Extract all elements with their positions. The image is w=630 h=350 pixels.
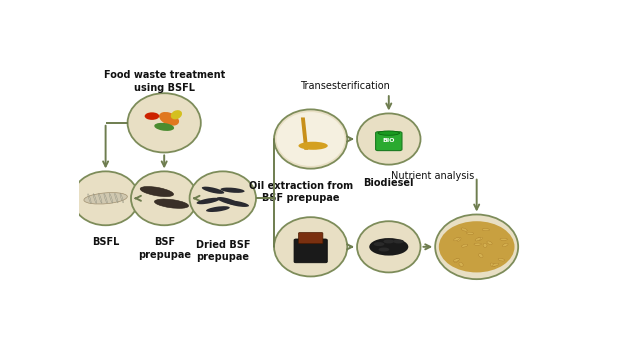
Ellipse shape [459, 262, 463, 266]
Ellipse shape [378, 131, 399, 135]
Ellipse shape [487, 241, 492, 245]
Ellipse shape [299, 142, 328, 150]
Ellipse shape [493, 263, 499, 266]
Ellipse shape [277, 112, 345, 166]
Ellipse shape [206, 206, 230, 212]
Text: Biodiesel: Biodiesel [364, 178, 414, 188]
FancyBboxPatch shape [294, 239, 327, 263]
Text: BSF
prepupae: BSF prepupae [138, 237, 191, 260]
Ellipse shape [72, 172, 139, 225]
Ellipse shape [490, 263, 495, 267]
Ellipse shape [439, 221, 515, 272]
Text: Food waste treatment
using BSFL: Food waste treatment using BSFL [103, 70, 225, 93]
Ellipse shape [226, 201, 249, 207]
Ellipse shape [374, 242, 384, 246]
Ellipse shape [498, 258, 505, 261]
Text: Dried BSF
prepupae: Dried BSF prepupae [195, 240, 250, 262]
Ellipse shape [131, 172, 197, 225]
Ellipse shape [457, 237, 461, 241]
Ellipse shape [483, 243, 487, 247]
Ellipse shape [274, 109, 347, 169]
Ellipse shape [357, 113, 421, 164]
Ellipse shape [127, 93, 201, 153]
Ellipse shape [477, 237, 483, 241]
Text: BIO: BIO [382, 138, 395, 143]
Ellipse shape [220, 188, 244, 193]
Ellipse shape [479, 254, 483, 258]
Ellipse shape [461, 244, 468, 247]
Text: Nutrient analysis: Nutrient analysis [391, 172, 474, 181]
Ellipse shape [145, 112, 159, 120]
Polygon shape [301, 118, 308, 150]
Ellipse shape [466, 232, 474, 234]
Ellipse shape [393, 239, 404, 244]
Ellipse shape [454, 238, 459, 241]
Ellipse shape [435, 215, 518, 279]
Ellipse shape [217, 197, 239, 205]
Ellipse shape [369, 238, 408, 256]
Ellipse shape [154, 123, 174, 131]
Text: Oil extraction from
BSF prepupae: Oil extraction from BSF prepupae [249, 181, 353, 203]
Text: Transesterification: Transesterification [300, 81, 390, 91]
Ellipse shape [140, 187, 174, 197]
Ellipse shape [482, 229, 490, 231]
Ellipse shape [274, 217, 347, 276]
Ellipse shape [474, 243, 481, 245]
Ellipse shape [475, 238, 481, 241]
Text: BSFL: BSFL [92, 237, 119, 247]
Ellipse shape [500, 238, 507, 240]
FancyBboxPatch shape [375, 132, 402, 150]
Ellipse shape [84, 193, 127, 204]
Ellipse shape [461, 228, 467, 231]
Ellipse shape [159, 112, 179, 126]
Ellipse shape [453, 259, 459, 261]
Ellipse shape [384, 239, 394, 244]
Ellipse shape [154, 199, 188, 208]
FancyBboxPatch shape [299, 232, 323, 244]
Ellipse shape [454, 259, 459, 262]
Ellipse shape [202, 187, 224, 194]
Ellipse shape [190, 172, 256, 225]
Ellipse shape [357, 221, 421, 272]
Ellipse shape [197, 198, 220, 204]
Ellipse shape [379, 247, 389, 252]
Ellipse shape [171, 110, 182, 119]
Ellipse shape [503, 243, 508, 247]
